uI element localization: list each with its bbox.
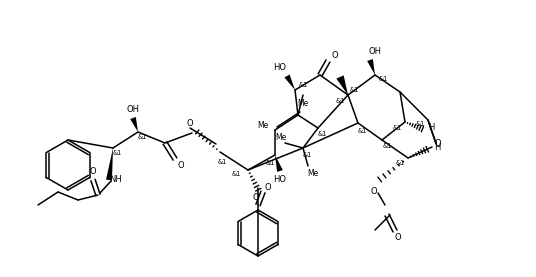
- Text: O: O: [371, 188, 377, 196]
- Text: O: O: [394, 232, 401, 242]
- Text: &1: &1: [378, 76, 388, 82]
- Text: &1: &1: [317, 131, 326, 137]
- Polygon shape: [285, 75, 295, 90]
- Text: &1: &1: [302, 152, 311, 158]
- Text: Me: Me: [276, 134, 287, 142]
- Text: O: O: [187, 119, 193, 129]
- Text: OH: OH: [369, 47, 382, 55]
- Text: O: O: [265, 183, 271, 193]
- Polygon shape: [337, 75, 348, 95]
- Text: &1: &1: [299, 82, 308, 88]
- Text: &1: &1: [396, 160, 405, 166]
- Text: O: O: [435, 138, 441, 147]
- Text: &1: &1: [382, 143, 392, 149]
- Text: &1: &1: [218, 159, 227, 165]
- Text: &1: &1: [137, 134, 147, 140]
- Text: &1: &1: [415, 121, 425, 127]
- Text: O: O: [252, 194, 259, 202]
- Text: &1: &1: [232, 171, 241, 177]
- Text: O: O: [178, 160, 184, 170]
- Text: Me: Me: [307, 168, 318, 178]
- Text: &1: &1: [349, 87, 359, 93]
- Polygon shape: [275, 155, 283, 172]
- Text: HO: HO: [273, 176, 287, 184]
- Text: HO: HO: [273, 63, 287, 73]
- Text: OH: OH: [126, 106, 139, 114]
- Text: H: H: [428, 124, 434, 132]
- Text: Me: Me: [257, 122, 269, 130]
- Text: Me: Me: [297, 99, 309, 107]
- Polygon shape: [367, 59, 375, 75]
- Text: &1: &1: [113, 150, 122, 156]
- Text: H: H: [434, 143, 440, 153]
- Text: &1: &1: [336, 98, 345, 104]
- Text: &1: &1: [265, 160, 274, 166]
- Text: &1: &1: [358, 128, 367, 134]
- Text: O: O: [332, 50, 338, 60]
- Text: &1: &1: [392, 125, 401, 131]
- Polygon shape: [106, 148, 113, 180]
- Text: O: O: [90, 168, 96, 176]
- Polygon shape: [130, 117, 138, 132]
- Text: NH: NH: [109, 175, 121, 183]
